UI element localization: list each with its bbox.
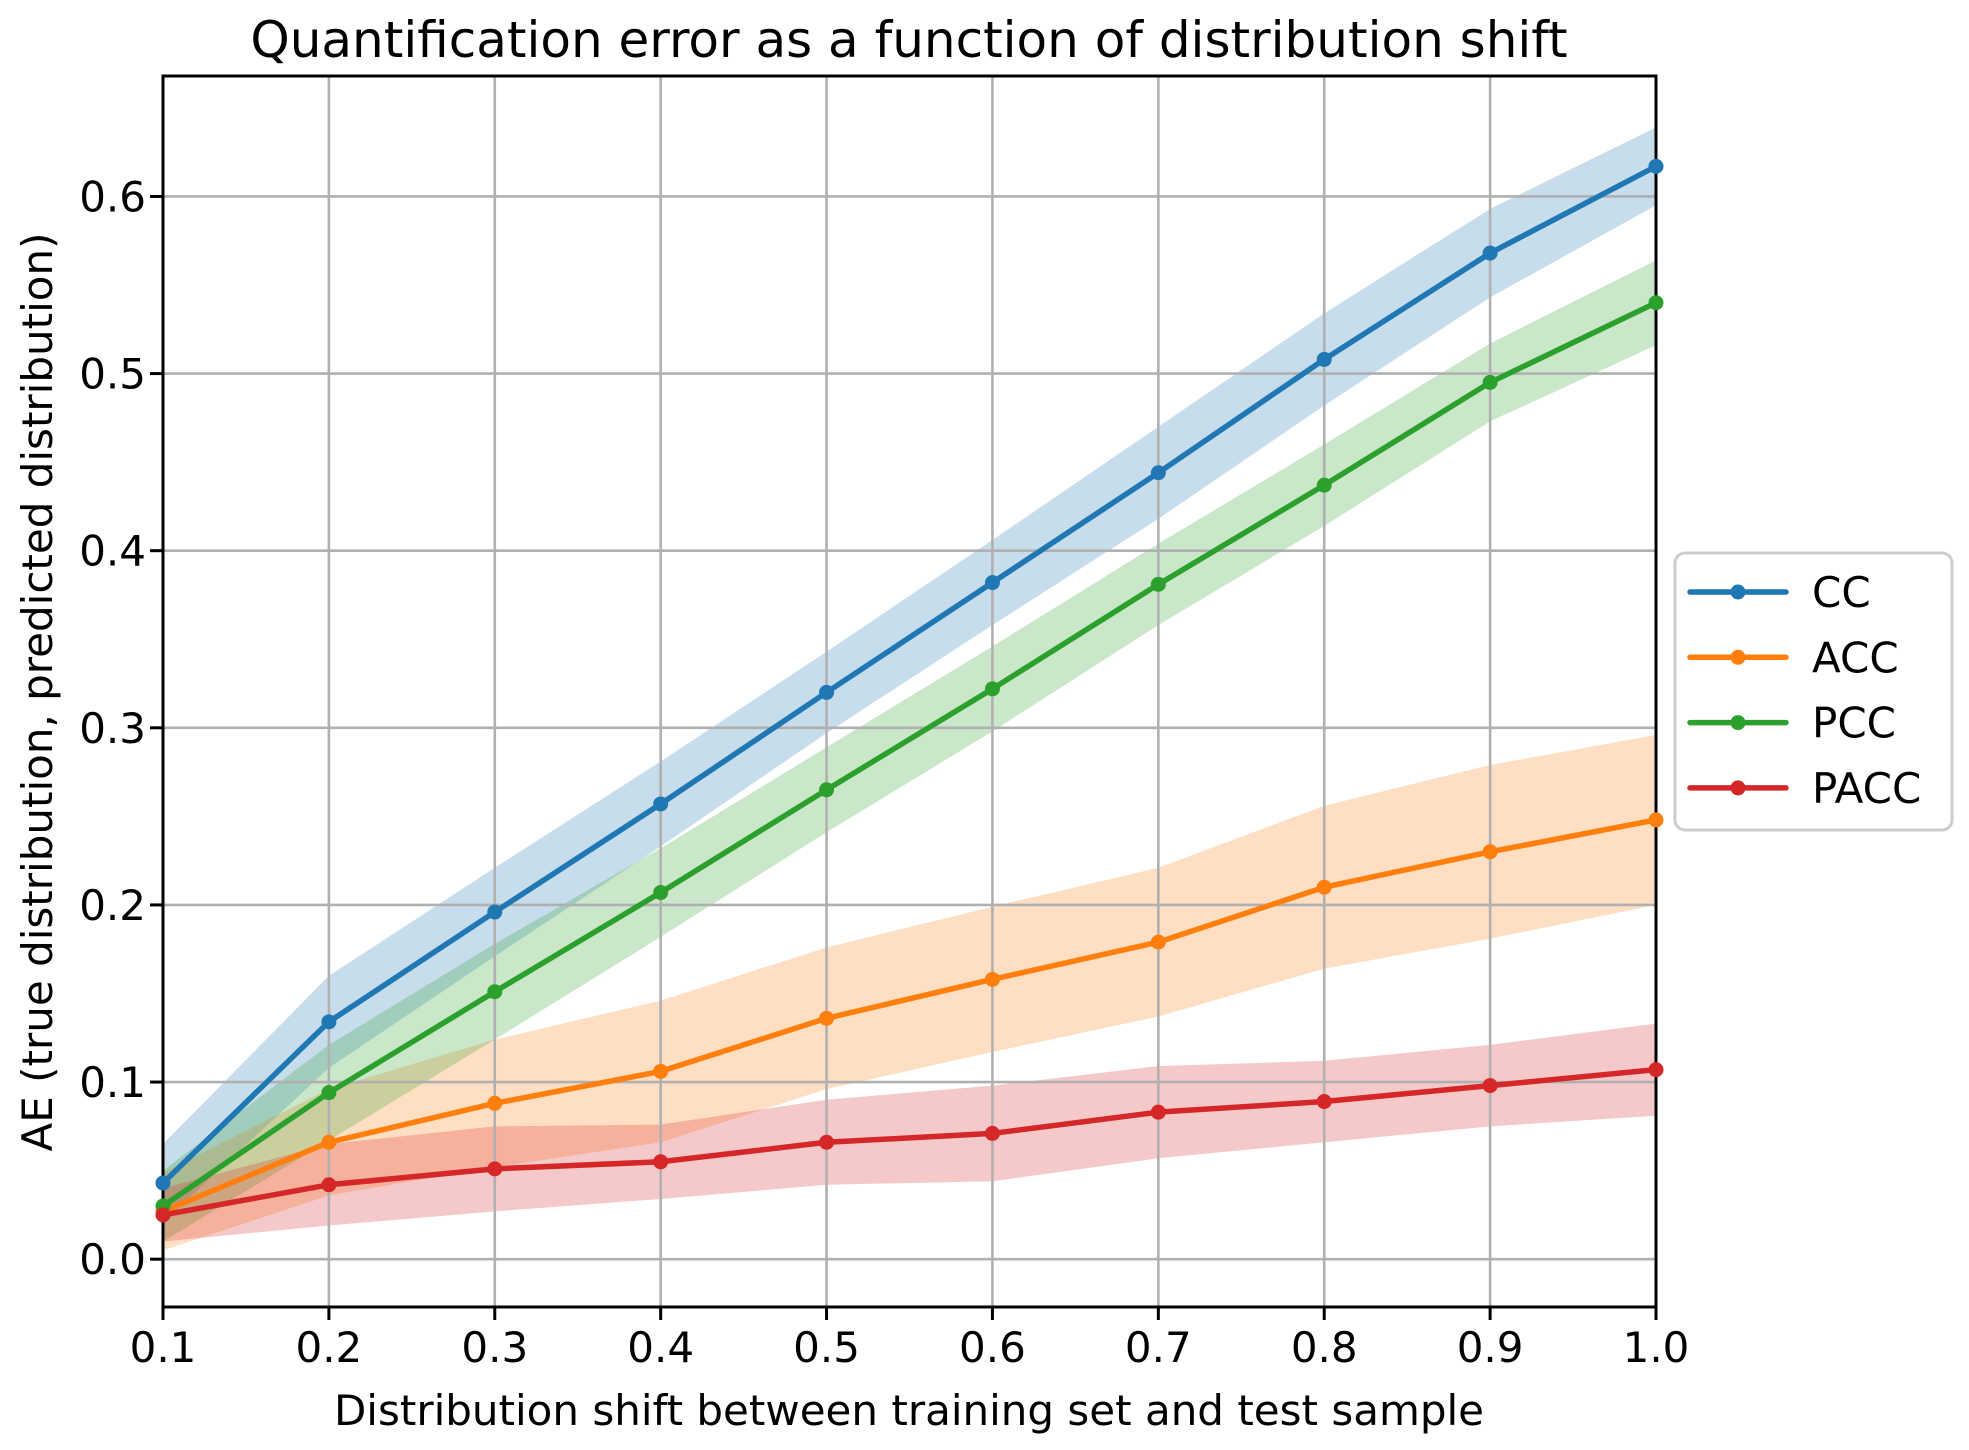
confidence-bands bbox=[163, 127, 1656, 1251]
data-point-acc bbox=[819, 1010, 835, 1026]
series-line-pacc bbox=[160, 1066, 1659, 1218]
data-point-pacc bbox=[653, 1154, 669, 1170]
data-point-acc bbox=[984, 971, 1000, 987]
data-series-lines bbox=[155, 158, 1664, 1223]
data-point-cc bbox=[1482, 245, 1498, 261]
axis-ticks bbox=[150, 194, 1658, 1320]
x-tick-label: 0.2 bbox=[295, 1323, 362, 1372]
y-tick-labels: 0.0 0.1 0.2 0.3 0.4 0.5 0.6 bbox=[79, 172, 146, 1284]
y-tick-label: 0.2 bbox=[79, 881, 146, 930]
data-point-pacc bbox=[1316, 1094, 1332, 1110]
data-point-pacc bbox=[984, 1125, 1000, 1141]
data-point-pcc bbox=[819, 782, 835, 798]
band-pacc bbox=[163, 1023, 1656, 1242]
legend-item-cc: CC bbox=[1687, 568, 1871, 617]
data-point-pcc bbox=[1482, 374, 1498, 390]
data-point-pacc bbox=[1482, 1078, 1498, 1094]
data-point-cc bbox=[1150, 465, 1166, 481]
legend-box bbox=[1673, 551, 1954, 832]
band-pcc bbox=[163, 260, 1656, 1242]
legend-item-pacc: PACC bbox=[1687, 764, 1921, 813]
data-point-pcc bbox=[321, 1085, 337, 1101]
legend-label: ACC bbox=[1812, 633, 1899, 682]
series-line-cc bbox=[160, 163, 1659, 1186]
data-point-cc bbox=[653, 796, 669, 812]
data-point-cc bbox=[819, 684, 835, 700]
legend-label: PACC bbox=[1812, 764, 1921, 813]
legend-item-acc: ACC bbox=[1687, 633, 1899, 682]
x-tick-label: 0.8 bbox=[1291, 1323, 1358, 1372]
legend-marker-sample bbox=[1730, 584, 1746, 600]
data-point-acc bbox=[1648, 812, 1664, 828]
legend: CC ACC PCC PACC bbox=[1673, 551, 1954, 832]
data-point-cc bbox=[1316, 351, 1332, 367]
data-point-pacc bbox=[819, 1134, 835, 1150]
x-axis-label: Distribution shift between training set … bbox=[334, 1386, 1484, 1435]
y-tick-label: 0.6 bbox=[79, 172, 146, 221]
data-point-cc bbox=[321, 1014, 337, 1030]
data-point-acc bbox=[487, 1095, 503, 1111]
y-tick-label: 0.0 bbox=[79, 1235, 146, 1284]
legend-label: PCC bbox=[1812, 699, 1896, 748]
x-tick-label: 0.1 bbox=[130, 1323, 197, 1372]
data-point-acc bbox=[321, 1134, 337, 1150]
data-point-pacc bbox=[1648, 1062, 1664, 1078]
series-line-pcc bbox=[160, 299, 1659, 1209]
band-acc bbox=[163, 734, 1656, 1251]
chart-title: Quantification error as a function of di… bbox=[250, 11, 1567, 69]
legend-label: CC bbox=[1812, 568, 1871, 617]
legend-marker-sample bbox=[1730, 780, 1746, 796]
y-axis-label: AE (true distribution, predicted distrib… bbox=[13, 233, 62, 1152]
x-tick-label: 1.0 bbox=[1623, 1323, 1690, 1372]
data-point-pacc bbox=[487, 1161, 503, 1177]
x-tick-label: 0.9 bbox=[1457, 1323, 1524, 1372]
x-tick-labels: 0.1 0.2 0.3 0.4 0.5 0.6 0.7 0.8 0.9 1.0 bbox=[130, 1323, 1690, 1372]
band-cc bbox=[163, 127, 1656, 1222]
data-point-pcc bbox=[1150, 576, 1166, 592]
y-tick-label: 0.5 bbox=[79, 350, 146, 399]
y-tick-label: 0.3 bbox=[79, 704, 146, 753]
legend-marker-sample bbox=[1730, 715, 1746, 731]
data-point-pcc bbox=[1648, 295, 1664, 311]
axes-frame bbox=[161, 74, 1658, 1309]
legend-item-pcc: PCC bbox=[1687, 699, 1896, 748]
data-point-cc bbox=[984, 575, 1000, 591]
y-tick-label: 0.4 bbox=[79, 527, 146, 576]
data-point-pacc bbox=[321, 1177, 337, 1193]
data-point-acc bbox=[1482, 844, 1498, 860]
data-point-pcc bbox=[653, 885, 669, 901]
x-tick-label: 0.4 bbox=[627, 1323, 694, 1372]
data-point-pacc bbox=[1150, 1104, 1166, 1120]
data-point-acc bbox=[653, 1063, 669, 1079]
series-pacc bbox=[155, 1062, 1664, 1223]
data-point-cc bbox=[155, 1175, 171, 1191]
legend-marker-sample bbox=[1730, 649, 1746, 665]
data-point-pcc bbox=[984, 681, 1000, 697]
y-tick-label: 0.1 bbox=[79, 1058, 146, 1107]
x-tick-label: 0.5 bbox=[793, 1323, 860, 1372]
data-point-pcc bbox=[487, 984, 503, 1000]
series-line-acc bbox=[160, 817, 1659, 1215]
x-tick-label: 0.6 bbox=[959, 1323, 1026, 1372]
x-tick-label: 0.7 bbox=[1125, 1323, 1192, 1372]
data-point-pcc bbox=[1316, 477, 1332, 493]
data-point-cc bbox=[1648, 158, 1664, 174]
data-point-acc bbox=[1316, 879, 1332, 895]
data-point-cc bbox=[487, 904, 503, 920]
axes-spines bbox=[161, 74, 1658, 1309]
data-point-acc bbox=[1150, 934, 1166, 950]
series-acc bbox=[155, 812, 1664, 1219]
data-point-pacc bbox=[155, 1207, 171, 1223]
x-tick-label: 0.3 bbox=[461, 1323, 528, 1372]
series-cc bbox=[155, 158, 1664, 1191]
